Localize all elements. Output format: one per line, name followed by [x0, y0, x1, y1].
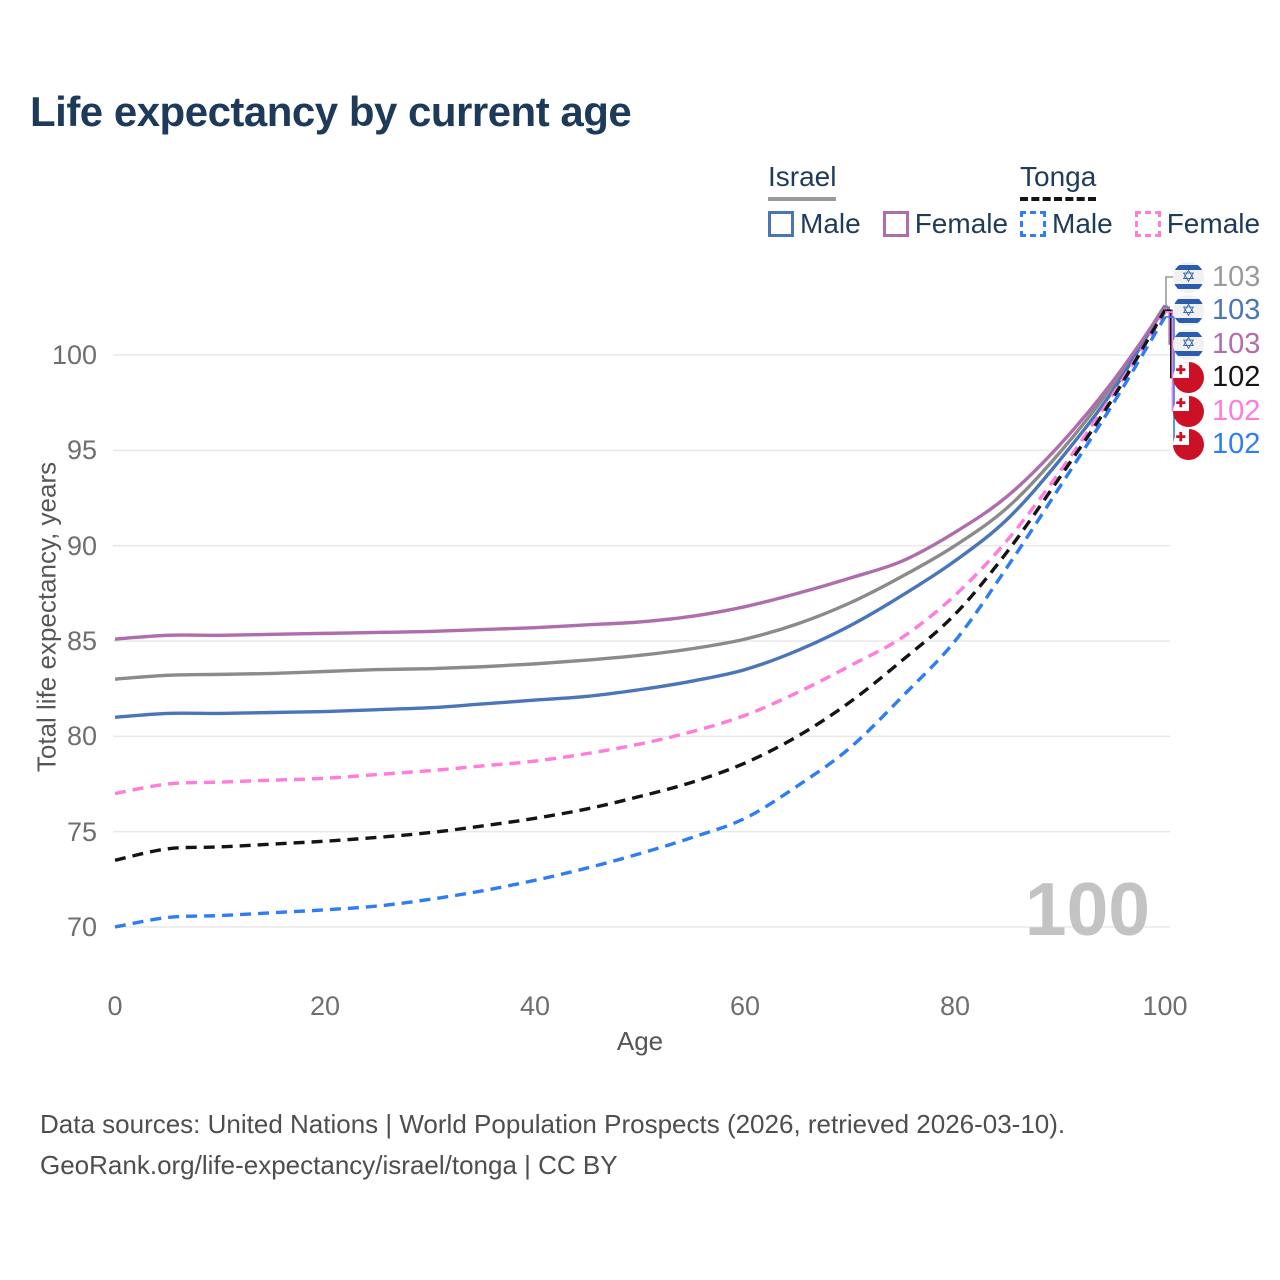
end-label-tonga-male: ✚ 102 [1173, 428, 1261, 460]
legend-item-israel-female[interactable]: Female [882, 208, 1009, 240]
y-tick-70: 70 [66, 912, 97, 942]
x-tick-80: 80 [939, 991, 971, 1021]
legend-item-tonga-male[interactable]: Male [1020, 208, 1113, 240]
end-label-value: 103 [1212, 294, 1261, 326]
x-axis-label: Age [616, 1026, 664, 1056]
tonga-flag-icon: ✚ [1173, 395, 1204, 427]
israel-flag-icon: ✡ [1173, 295, 1204, 326]
series-line-israel-female[interactable] [114, 306, 1167, 641]
series-line-tonga-both-sexes[interactable] [114, 309, 1167, 862]
x-tick-0: 0 [107, 991, 123, 1021]
tonga-flag-icon: ✚ [1173, 429, 1204, 460]
age-indicator: 100 [1024, 867, 1150, 951]
y-axis-label: Total life expectancy, years [31, 461, 62, 773]
israel-male-swatch-icon [768, 211, 794, 237]
legend-item-israel-male[interactable]: Male [768, 208, 861, 240]
end-label-value: 102 [1212, 394, 1261, 427]
legend-group-tonga: Tonga Male Female [1020, 161, 1260, 240]
footer: Data sources: United Nations | World Pop… [40, 1104, 1065, 1186]
legend-item-label: Male [800, 208, 861, 239]
y-tick-90: 90 [66, 530, 97, 561]
end-label-value: 103 [1212, 327, 1261, 360]
series-line-israel-both-sexes[interactable] [114, 304, 1167, 681]
legend-group-israel: Israel Male Female [768, 161, 1008, 240]
y-tick-95: 95 [66, 435, 97, 466]
x-tick-40: 40 [519, 991, 551, 1021]
y-tick-75: 75 [66, 816, 97, 847]
end-label-israel-both: ✡ 103 [1173, 260, 1261, 293]
leader-line [1165, 276, 1176, 307]
end-label-israel-female: ✡ 103 [1173, 327, 1261, 360]
y-tick-80: 80 [66, 721, 97, 752]
tonga-flag-icon: ✚ [1173, 362, 1204, 393]
end-label-israel-male: ✡ 103 [1173, 294, 1261, 326]
chart-title: Life expectancy by current age [30, 88, 632, 135]
legend-items-tonga: Male Female [1020, 208, 1260, 240]
y-tick-100: 100 [51, 340, 97, 370]
legend-item-label: Female [1166, 208, 1261, 239]
legend-item-tonga-female[interactable]: Female [1134, 208, 1261, 240]
x-tick-60: 60 [729, 991, 761, 1021]
x-tick-100: 100 [1142, 991, 1188, 1021]
leader-line [1165, 305, 1176, 312]
tonga-male-swatch-icon [1020, 211, 1046, 237]
legend-header-israel[interactable]: Israel [768, 161, 837, 201]
tonga-female-swatch-icon [1134, 211, 1161, 237]
legend-item-label: Female [914, 208, 1009, 239]
israel-flag-icon: ✡ [1173, 328, 1204, 360]
end-label-tonga-female: ✚ 102 [1173, 394, 1261, 427]
footer-sources: Data sources: United Nations | World Pop… [40, 1109, 1066, 1139]
y-tick-85: 85 [66, 626, 97, 656]
legend-header-tonga[interactable]: Tonga [1020, 161, 1097, 201]
end-label-tonga-both: ✚ 102 [1173, 361, 1261, 393]
legend-item-label: Male [1052, 208, 1113, 239]
israel-female-swatch-icon [882, 211, 909, 237]
end-label-value: 102 [1212, 428, 1261, 460]
series-line-tonga-female[interactable] [114, 311, 1167, 796]
series-line-israel-male[interactable] [114, 305, 1167, 719]
legend-items-israel: Male Female [768, 208, 1008, 240]
x-tick-20: 20 [309, 991, 341, 1021]
series-line-tonga-male[interactable] [114, 315, 1167, 929]
footer-attribution: GeoRank.org/life-expectancy/israel/tonga… [40, 1150, 618, 1180]
end-label-value: 102 [1212, 361, 1261, 393]
end-labels: ✡ 103 ✡ 103 ✡ 103 ✚ 102 ✚ 102 ✚ 102 [1173, 260, 1261, 460]
israel-flag-icon: ✡ [1173, 261, 1204, 293]
end-label-value: 103 [1212, 260, 1261, 293]
